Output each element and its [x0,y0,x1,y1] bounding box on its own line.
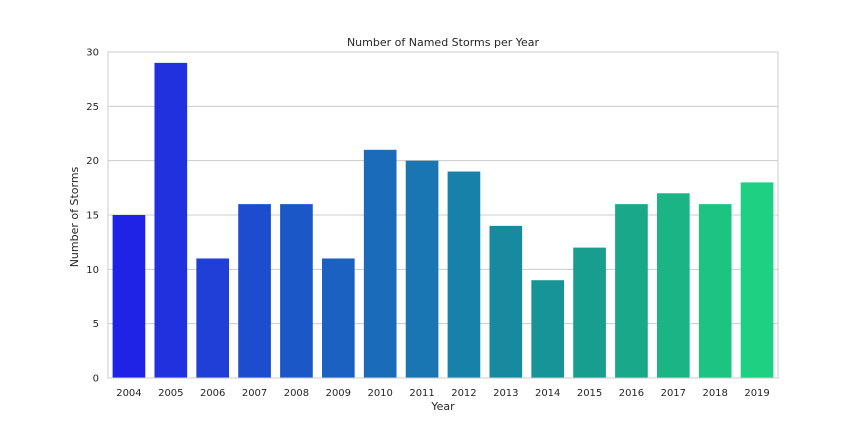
x-tick-label: 2010 [367,388,392,399]
x-tick-label: 2011 [409,388,434,399]
x-tick-label: 2008 [284,388,309,399]
x-tick-label: 2009 [326,388,351,399]
bar-2010 [363,149,397,378]
bar-2012 [447,171,481,378]
bar-2015 [573,247,606,378]
y-axis-label: Number of Storms [68,166,81,267]
x-tick-label: 2013 [493,388,518,399]
x-tick-labels: 2004 2005 2006 2007 2008 2009 2010 2011 2012 2013… [116,388,770,399]
bars [112,62,774,378]
bar-2011 [405,160,439,378]
x-tick-label: 2015 [577,388,602,399]
y-tick-label: 0 [93,374,99,385]
bar-2019 [740,182,774,378]
bar-2004 [112,215,146,378]
bar-2006 [196,258,230,378]
x-tick-label: 2005 [158,388,183,399]
x-tick-label: 2018 [702,388,727,399]
y-tick-label: 10 [86,265,99,276]
bar-2017 [656,193,690,378]
y-tick-label: 15 [86,211,99,222]
bar-2007 [238,204,271,378]
x-tick-label: 2007 [242,388,267,399]
x-tick-label: 2019 [744,388,769,399]
bar-2009 [321,258,355,378]
bar-2013 [489,225,523,378]
y-tick-label: 30 [86,48,99,59]
y-tick-label: 5 [93,319,99,330]
y-tick-label: 20 [86,156,99,167]
x-tick-label: 2017 [661,388,686,399]
bar-2018 [698,204,732,378]
y-tick-labels: 0 5 10 15 20 25 30 [86,48,99,385]
y-tick-label: 25 [86,102,99,113]
bar-2016 [615,204,648,378]
x-tick-label: 2016 [619,388,644,399]
x-tick-label: 2014 [535,388,560,399]
x-tick-label: 2012 [451,388,476,399]
bar-2014 [531,280,565,378]
bar-2005 [154,62,188,378]
chart-title: Number of Named Storms per Year [347,36,540,49]
x-axis-label: Year [430,400,455,413]
bar-2008 [280,204,313,378]
x-tick-label: 2004 [116,388,141,399]
plot-frame [107,51,779,379]
x-tick-label: 2006 [200,388,225,399]
